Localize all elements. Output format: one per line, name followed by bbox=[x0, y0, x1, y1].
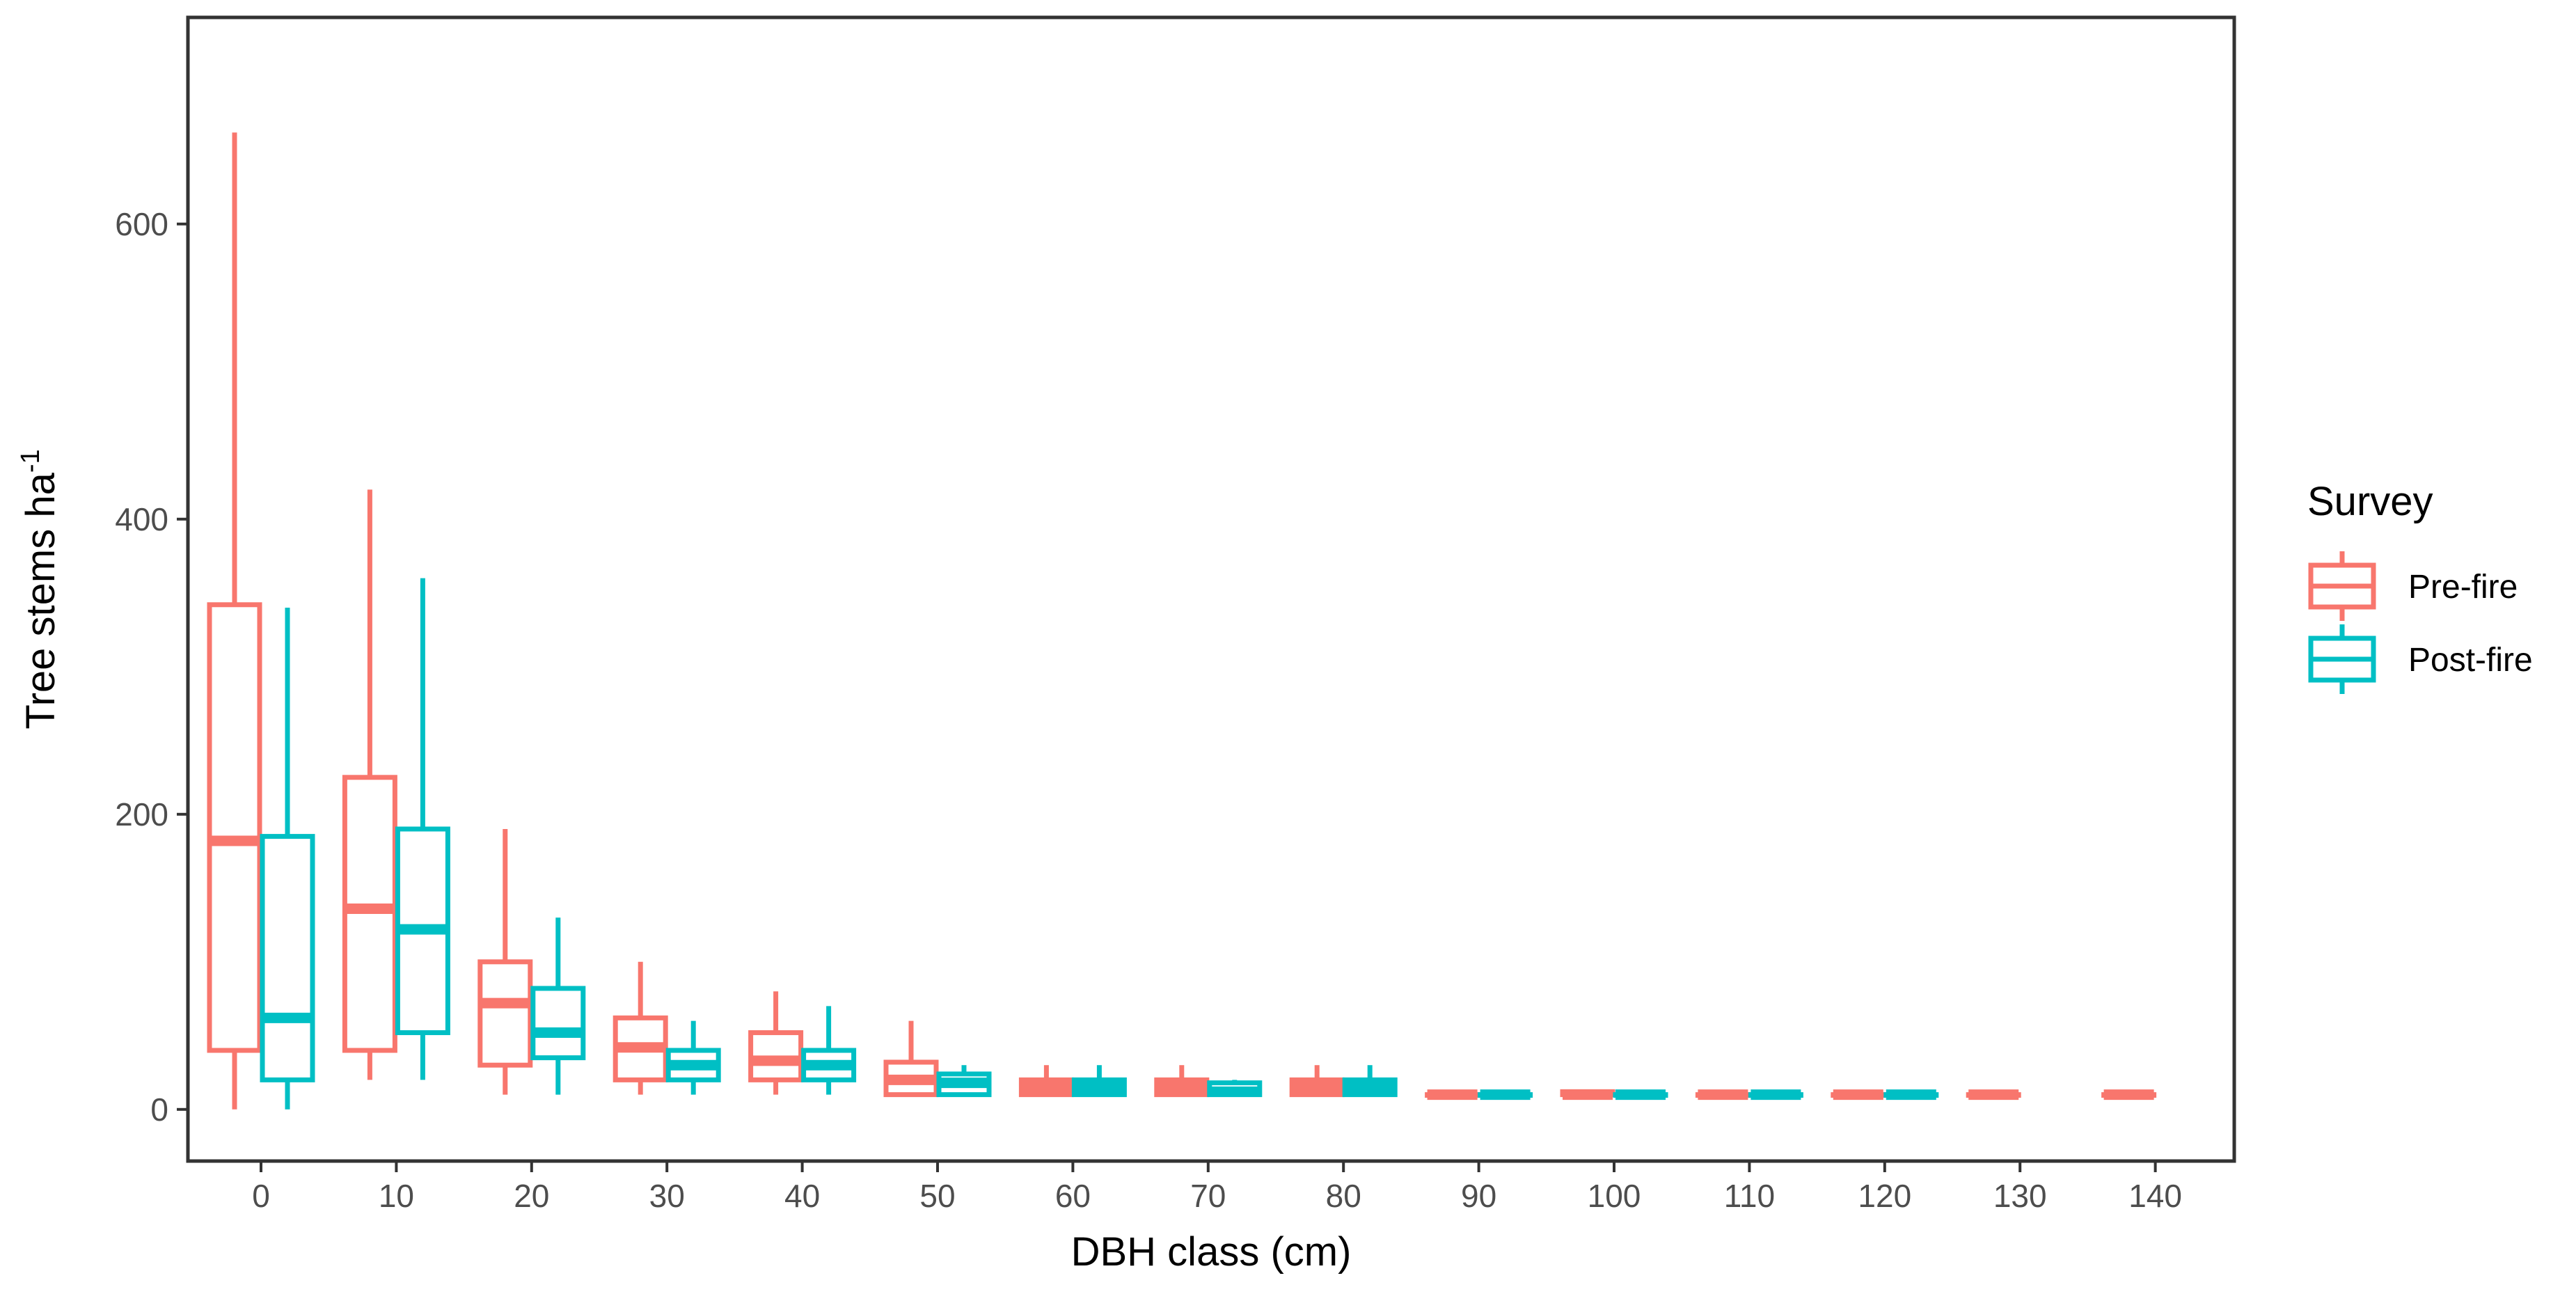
box bbox=[1966, 1089, 2021, 1100]
legend-key bbox=[2308, 551, 2376, 621]
x-tick-label: 90 bbox=[1461, 1178, 1496, 1214]
box bbox=[613, 961, 668, 1095]
legend-title: Survey bbox=[2307, 479, 2433, 524]
box bbox=[1831, 1089, 1886, 1100]
box bbox=[1560, 1089, 1615, 1100]
x-tick-label: 80 bbox=[1326, 1178, 1361, 1214]
x-tick-label: 40 bbox=[784, 1178, 820, 1214]
svg-text:Tree stems ha-1: Tree stems ha-1 bbox=[16, 449, 63, 729]
box-iqr bbox=[207, 602, 262, 1053]
box bbox=[1207, 1080, 1263, 1098]
box-series bbox=[207, 132, 2157, 1110]
y-tick-label: 200 bbox=[115, 796, 168, 833]
box bbox=[1613, 1089, 1668, 1100]
box bbox=[2101, 1089, 2157, 1100]
box-iqr bbox=[477, 959, 533, 1068]
x-tick-label: 110 bbox=[1724, 1178, 1775, 1214]
series-post-fire bbox=[260, 578, 1939, 1110]
box bbox=[260, 608, 315, 1110]
box bbox=[342, 489, 397, 1080]
x-tick-label: 60 bbox=[1055, 1178, 1091, 1214]
legend-label: Pre-fire bbox=[2408, 569, 2518, 606]
y-axis-title: Tree stems ha-1 bbox=[16, 449, 63, 729]
box bbox=[936, 1065, 992, 1098]
x-tick-label: 10 bbox=[379, 1178, 414, 1214]
legend-item: Post-fire bbox=[2308, 624, 2533, 694]
box bbox=[1289, 1065, 1345, 1098]
y-axis-title-main: Tree stems ha bbox=[18, 472, 63, 729]
y-tick-label: 600 bbox=[115, 206, 168, 242]
x-tick-label: 50 bbox=[919, 1178, 955, 1214]
box bbox=[1154, 1065, 1210, 1098]
y-tick-label: 400 bbox=[115, 501, 168, 537]
legend: Survey Pre-fire Post-fire bbox=[2307, 479, 2533, 694]
legend-label: Post-fire bbox=[2408, 642, 2533, 679]
box bbox=[1695, 1089, 1751, 1100]
x-tick-label: 20 bbox=[514, 1178, 549, 1214]
y-axis: 0 200 400 600 bbox=[115, 206, 188, 1128]
x-tick-label: 30 bbox=[649, 1178, 685, 1214]
box bbox=[207, 132, 262, 1110]
x-axis: 0 10 20 30 40 50 60 70 80 90 100 110 120 130 140 bbox=[252, 1161, 2182, 1214]
plot-panel bbox=[186, 15, 2236, 1163]
box bbox=[801, 1006, 857, 1095]
box bbox=[477, 829, 533, 1095]
box bbox=[1748, 1089, 1803, 1100]
box bbox=[530, 917, 586, 1095]
y-tick-label: 0 bbox=[150, 1091, 168, 1128]
series-pre-fire bbox=[207, 132, 2157, 1110]
box bbox=[665, 1020, 721, 1095]
x-tick-label: 140 bbox=[2128, 1178, 2182, 1214]
legend-item: Pre-fire bbox=[2308, 551, 2518, 621]
x-axis-title: DBH class (cm) bbox=[1071, 1229, 1352, 1275]
box bbox=[395, 578, 450, 1080]
box bbox=[883, 1020, 939, 1098]
x-tick-label: 120 bbox=[1858, 1178, 1911, 1214]
box bbox=[1883, 1089, 1939, 1100]
box bbox=[1425, 1089, 1480, 1100]
box bbox=[1018, 1065, 1074, 1098]
legend-key bbox=[2308, 624, 2376, 694]
y-axis-title-superscript: -1 bbox=[16, 449, 45, 473]
box bbox=[1478, 1089, 1533, 1100]
x-tick-label: 70 bbox=[1190, 1178, 1226, 1214]
x-tick-label: 130 bbox=[1993, 1178, 2047, 1214]
box bbox=[1071, 1065, 1127, 1098]
box bbox=[748, 991, 804, 1095]
x-tick-label: 0 bbox=[252, 1178, 270, 1214]
x-tick-label: 100 bbox=[1588, 1178, 1641, 1214]
box bbox=[1342, 1065, 1398, 1098]
box-iqr bbox=[260, 834, 315, 1082]
box-iqr bbox=[530, 986, 586, 1061]
